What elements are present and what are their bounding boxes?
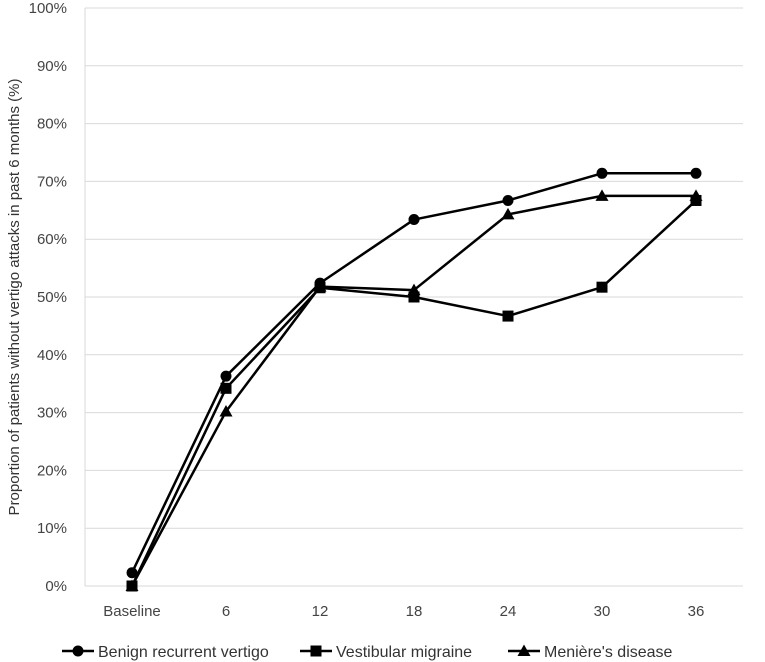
y-tick-label: 70% [37, 173, 67, 190]
x-tick-label: 30 [594, 603, 611, 620]
x-tick-labels: Baseline 6 12 18 24 30 36 [103, 603, 704, 620]
data-point-benign-recurrent-vertigo [408, 214, 420, 226]
y-tick-label: 0% [45, 578, 67, 595]
x-tick-label: 12 [312, 603, 329, 620]
data-point-meni-re-s-disease [595, 189, 609, 201]
legend-item-benign-recurrent-vertigo: Benign recurrent vertigo [62, 644, 269, 661]
data-point-benign-recurrent-vertigo [502, 194, 514, 206]
data-point-meni-re-s-disease [313, 280, 327, 292]
x-tick-label: 36 [688, 603, 705, 620]
series-line-benign-recurrent-vertigo [130, 172, 696, 574]
y-tick-labels: 0% 10% 20% 30% 40% 50% 60% 70% 80% 90% 100% [29, 0, 67, 595]
legend-label: Benign recurrent vertigo [98, 644, 269, 661]
legend-marker [72, 645, 84, 657]
data-point-benign-recurrent-vertigo [690, 167, 702, 179]
y-tick-label: 10% [37, 520, 67, 537]
y-tick-label: 30% [37, 405, 67, 422]
data-point-vestibular-migraine [596, 281, 608, 293]
series-vestibular-migraine [126, 194, 702, 592]
series-benign-recurrent-vertigo [126, 167, 702, 579]
x-tick-label: 6 [222, 603, 230, 620]
data-point-meni-re-s-disease [407, 283, 421, 296]
x-tick-label: 18 [406, 603, 423, 620]
legend-label: Menière's disease [544, 644, 673, 661]
data-point-meni-re-s-disease [501, 207, 515, 220]
y-tick-label: 50% [37, 289, 67, 306]
legend-item-meni-re-s-disease: Menière's disease [508, 644, 673, 661]
series-meni-re-s-disease [125, 189, 703, 591]
y-tick-label: 90% [37, 58, 67, 75]
legend: Benign recurrent vertigo Vestibular migra… [62, 644, 673, 661]
legend-marker [310, 645, 322, 657]
y-tick-label: 80% [37, 116, 67, 133]
y-axis-label: Proportion of patients without vertigo a… [6, 79, 23, 516]
data-point-vestibular-migraine [408, 291, 420, 303]
legend-marker [517, 644, 531, 656]
x-tick-label: Baseline [103, 603, 161, 620]
legend-label: Vestibular migraine [336, 644, 472, 661]
data-point-vestibular-migraine [502, 310, 514, 322]
series-group [125, 167, 703, 592]
y-tick-label: 100% [29, 0, 67, 17]
data-point-meni-re-s-disease [125, 579, 139, 591]
data-point-meni-re-s-disease [219, 404, 233, 417]
data-point-benign-recurrent-vertigo [220, 370, 232, 382]
y-tick-label: 40% [37, 347, 67, 364]
data-point-meni-re-s-disease [689, 189, 703, 201]
data-point-benign-recurrent-vertigo [126, 567, 138, 579]
x-tick-label: 24 [500, 603, 517, 620]
y-tick-label: 60% [37, 231, 67, 248]
series-line-meni-re-s-disease [130, 194, 696, 587]
legend-item-vestibular-migraine: Vestibular migraine [300, 644, 472, 661]
data-point-benign-recurrent-vertigo [596, 167, 608, 179]
y-tick-label: 20% [37, 462, 67, 479]
data-point-vestibular-migraine [220, 382, 232, 394]
